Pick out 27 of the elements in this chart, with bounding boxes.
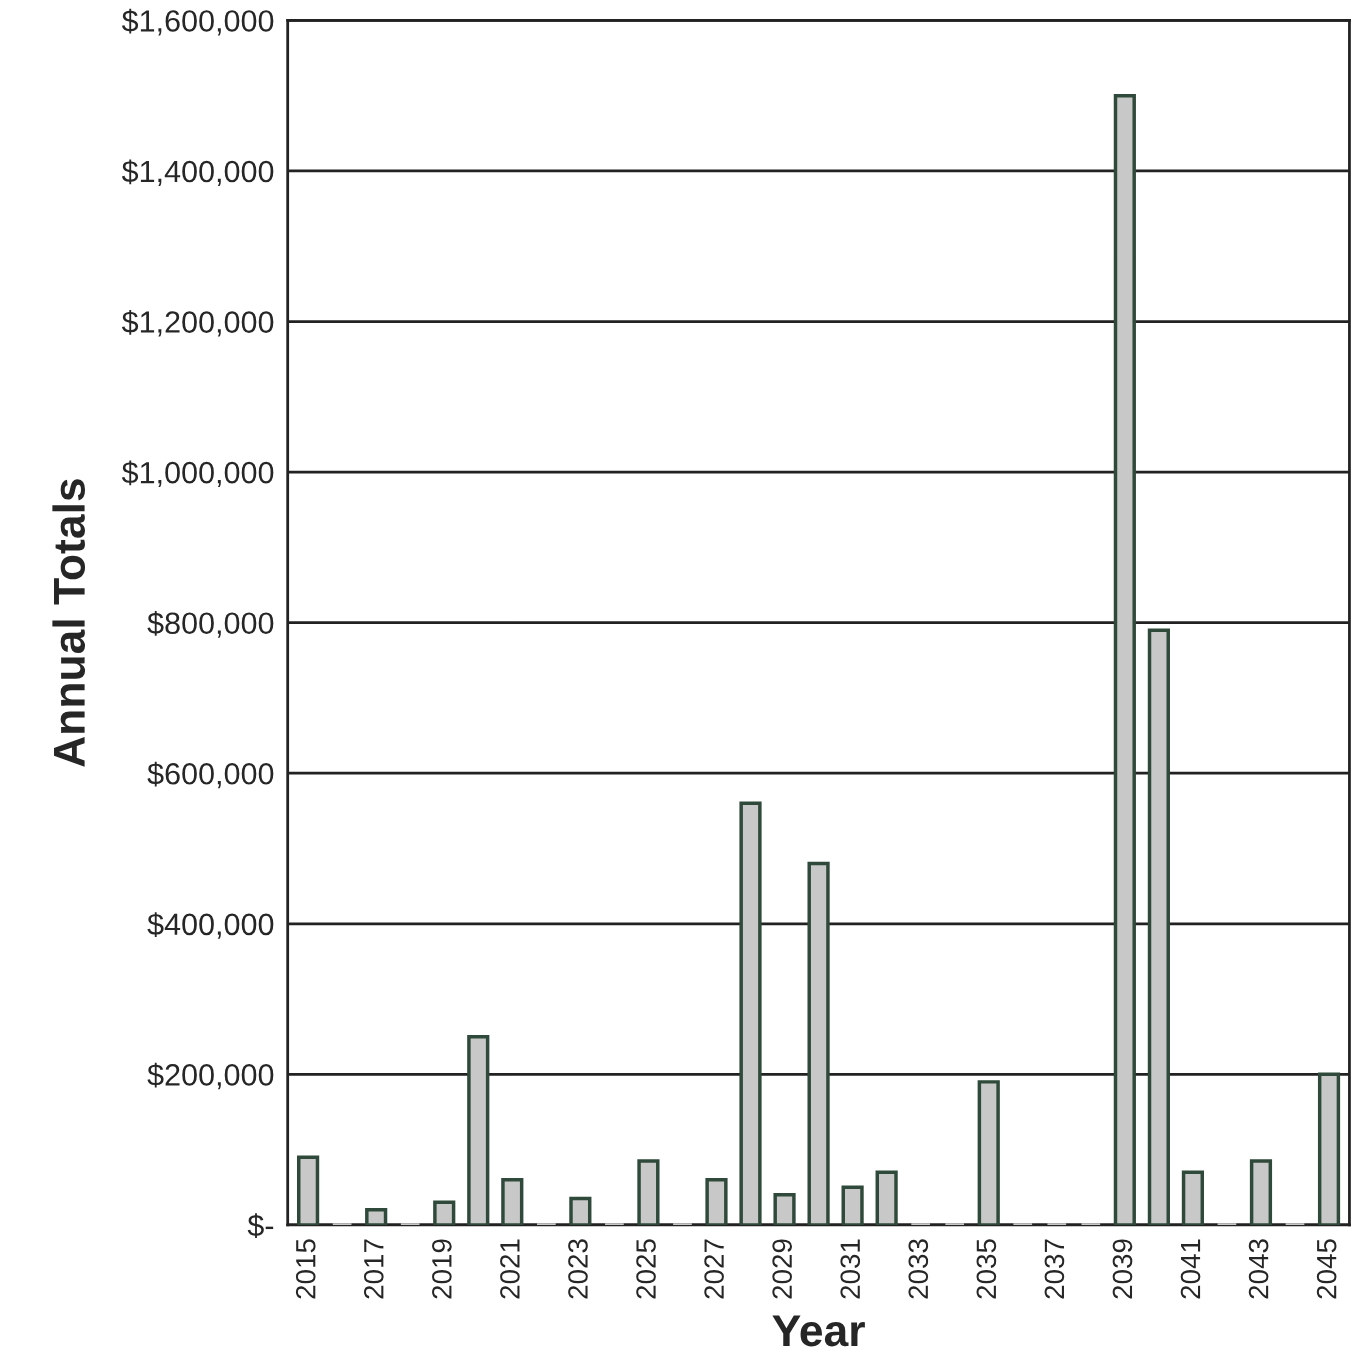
y-tick-label: $600,000 <box>147 761 274 789</box>
x-tick-label: 2017 <box>363 1239 384 1299</box>
x-tick-label: 2029 <box>772 1239 792 1299</box>
x-tick-label: 2037 <box>1044 1239 1065 1299</box>
x-tick-label: 2019 <box>432 1239 452 1299</box>
y-tick-label: $- <box>247 1213 274 1239</box>
x-tick-label: 2035 <box>976 1239 997 1299</box>
x-tick-label: 2033 <box>908 1239 929 1299</box>
y-axis-title: Annual Totals <box>52 479 86 767</box>
y-tick-label: $1,400,000 <box>121 159 274 186</box>
y-tick-label: $200,000 <box>147 1062 274 1090</box>
y-tick-label: $800,000 <box>147 611 274 638</box>
x-tick-label: 2041 <box>1180 1239 1201 1299</box>
x-tick-label: 2045 <box>1316 1239 1337 1299</box>
x-tick-label: 2043 <box>1248 1239 1269 1299</box>
x-tick-label: 2023 <box>568 1239 588 1299</box>
x-tick-label: 2025 <box>636 1239 656 1299</box>
x-axis-title: Year <box>772 1315 865 1347</box>
x-tick-label: 2039 <box>1112 1239 1133 1299</box>
x-tick-label: 2021 <box>500 1239 520 1299</box>
x-tick-label: 2027 <box>704 1239 724 1299</box>
x-tick-label: 2015 <box>295 1239 316 1299</box>
x-tick-label: 2031 <box>840 1239 861 1299</box>
y-tick-label: $400,000 <box>147 912 274 939</box>
y-tick-label: $1,200,000 <box>121 309 274 337</box>
y-tick-label: $1,000,000 <box>121 460 274 488</box>
y-tick-label: $1,600,000 <box>121 8 274 36</box>
